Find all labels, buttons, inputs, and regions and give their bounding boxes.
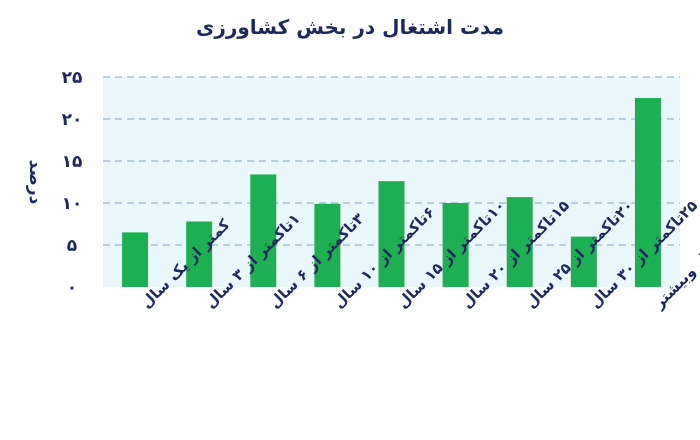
bar bbox=[378, 181, 405, 287]
bar bbox=[314, 203, 341, 287]
y-tick-label: ۱۰ bbox=[62, 194, 83, 214]
y-tick-label: ۲۵ bbox=[62, 68, 83, 88]
y-axis-label: درصد bbox=[25, 160, 45, 205]
y-tick-label: ۵ bbox=[67, 236, 77, 256]
y-tick-label: ۱۵ bbox=[62, 152, 83, 172]
bar bbox=[634, 98, 661, 287]
y-axis-ticks: ۰ ۵ ۱۰ ۱۵ ۲۰ ۲۵ bbox=[62, 68, 83, 298]
bar bbox=[186, 221, 213, 287]
bars bbox=[122, 98, 661, 287]
bar bbox=[442, 203, 469, 287]
y-tick-label: ۰ bbox=[67, 278, 77, 298]
bar bbox=[506, 197, 533, 287]
bar bbox=[122, 232, 149, 287]
bar bbox=[570, 236, 597, 287]
bar bbox=[250, 174, 277, 287]
y-tick-label: ۲۰ bbox=[62, 110, 83, 130]
chart-title: مدت اشتغال در بخش کشاورزی bbox=[196, 15, 504, 39]
